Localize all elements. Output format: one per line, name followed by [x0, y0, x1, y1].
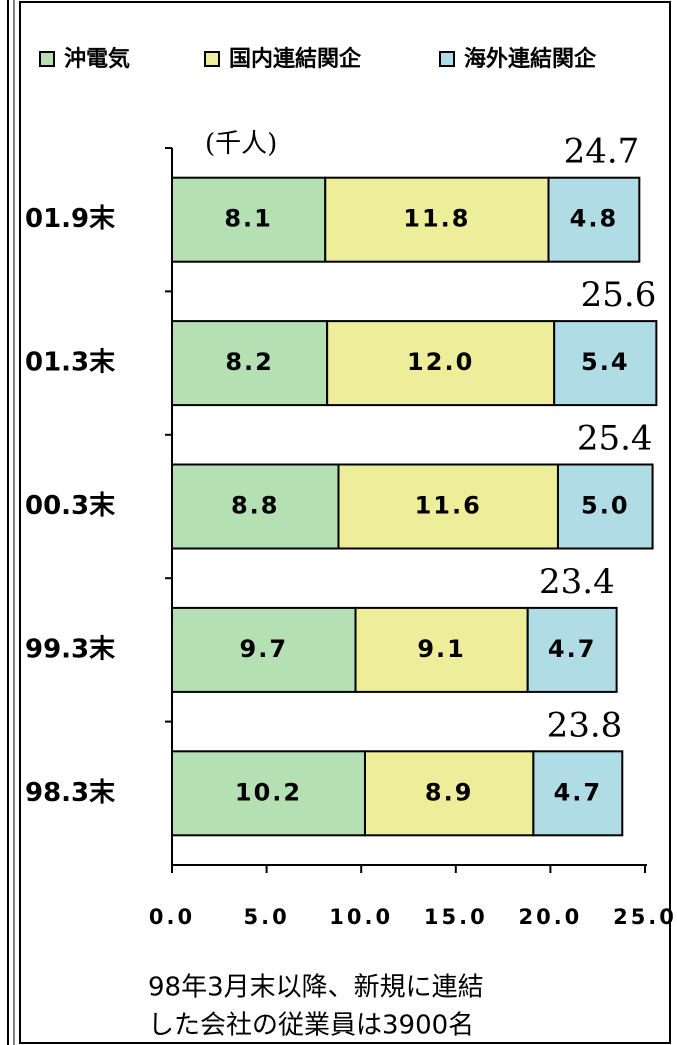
- bar-segment: [171, 176, 327, 263]
- bar-segment: [326, 320, 556, 407]
- category-label: 01.9末: [25, 204, 116, 234]
- bar-value-label: 8.1: [224, 205, 273, 233]
- bar-segment: [363, 750, 535, 837]
- bar-segment: [324, 176, 550, 263]
- x-tick-label: 10.0: [329, 905, 393, 929]
- legend-swatch: [204, 51, 220, 67]
- bar-value-label: 11.6: [415, 492, 482, 520]
- x-tick-label: 5.0: [243, 905, 289, 929]
- legend-label: 沖電気: [64, 46, 130, 72]
- total-label: 25.4: [577, 419, 653, 459]
- total-label: 25.6: [581, 275, 657, 315]
- x-tick-label: 0.0: [149, 905, 195, 929]
- total-label: 23.8: [547, 705, 623, 745]
- frame: [19, 1, 671, 1044]
- legend-label: 国内連結関企: [229, 46, 362, 72]
- total-label: 24.7: [564, 132, 640, 172]
- bar-value-label: 10.2: [235, 778, 302, 806]
- legend-swatch: [39, 51, 55, 67]
- bar-segment: [337, 463, 559, 550]
- legend-label: 海外連結関企: [464, 46, 597, 72]
- bar-segment: [532, 750, 624, 837]
- category-label: 00.3末: [25, 491, 116, 521]
- bar-value-label: 8.9: [425, 778, 474, 806]
- category-label: 98.3末: [25, 778, 116, 808]
- x-tick-label: 25.0: [613, 905, 677, 929]
- bar-segment: [171, 320, 329, 407]
- note: 98年3月末以降、新規に連結: [148, 973, 484, 1003]
- total-label: 23.4: [539, 562, 615, 602]
- bar-segment: [547, 176, 641, 263]
- bar-segment: [526, 606, 618, 693]
- bar-value-label: 5.0: [581, 492, 630, 520]
- bar-value-label: 9.1: [417, 635, 466, 663]
- bar-value-label: 11.8: [403, 205, 470, 233]
- bar-value-label: 4.7: [548, 635, 597, 663]
- bar-value-label: 4.8: [570, 205, 619, 233]
- unit-label: (千人): [205, 129, 277, 159]
- bar-segment: [553, 320, 658, 407]
- bar-segment: [354, 606, 529, 693]
- bar-value-label: 12.0: [407, 348, 474, 376]
- bar-value-label: 9.7: [240, 635, 289, 663]
- x-tick-label: 20.0: [518, 905, 582, 929]
- bar-value-label: 5.4: [581, 348, 630, 376]
- x-tick-label: 15.0: [424, 905, 488, 929]
- bar-value-label: 4.7: [554, 778, 603, 806]
- bar-segment: [556, 463, 654, 550]
- note: した会社の従業員は3900名: [148, 1011, 474, 1041]
- legend-swatch: [439, 51, 455, 67]
- category-label: 01.3末: [25, 348, 116, 378]
- bar-value-label: 8.8: [231, 492, 280, 520]
- bar-segment: [171, 606, 357, 693]
- bar-value-label: 8.2: [225, 348, 274, 376]
- category-label: 99.3末: [25, 634, 116, 664]
- bar-segment: [171, 750, 366, 837]
